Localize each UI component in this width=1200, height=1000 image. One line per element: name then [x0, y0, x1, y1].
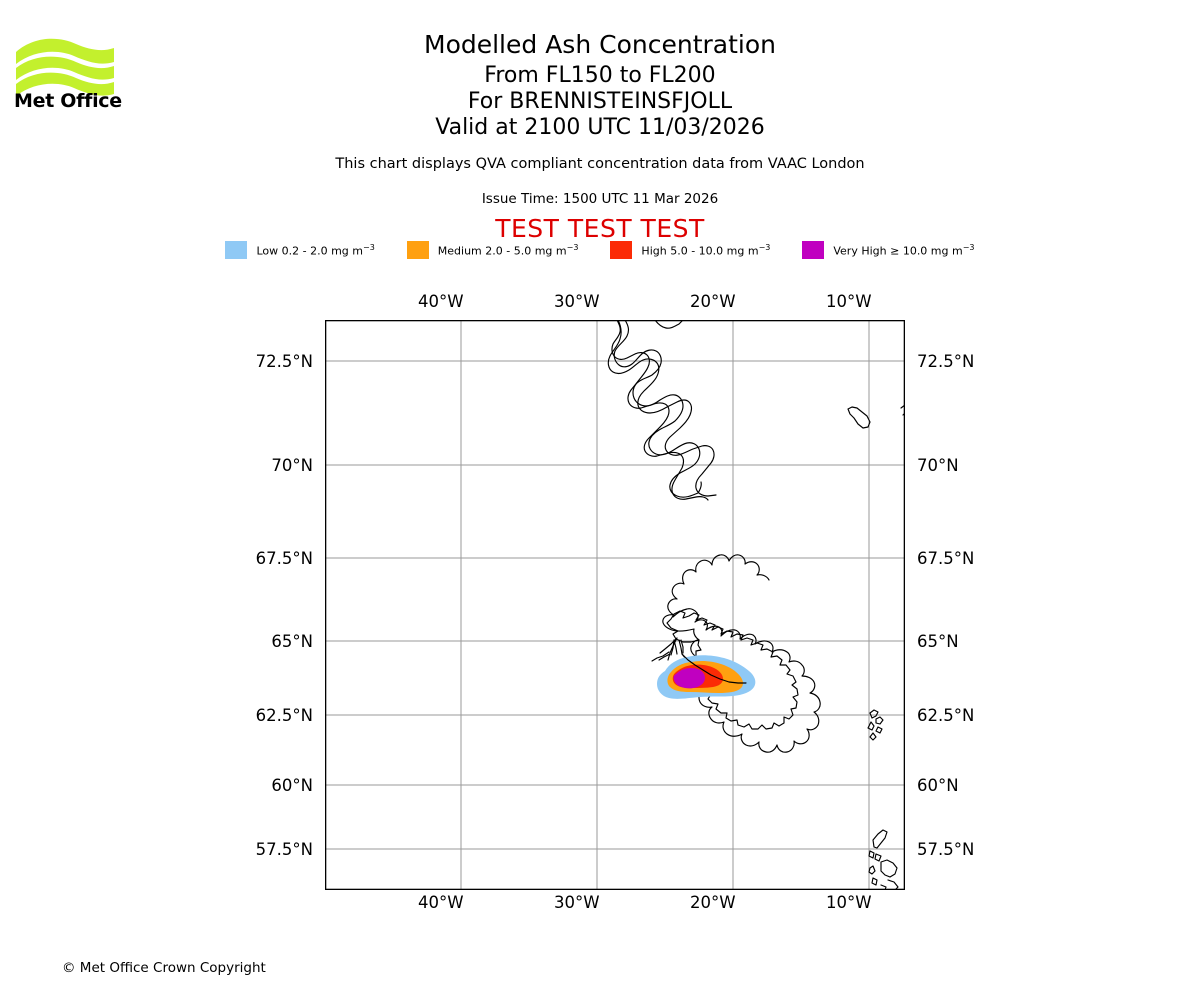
- flight-level-range: From FL150 to FL200: [484, 63, 716, 88]
- copyright-notice: © Met Office Crown Copyright: [62, 960, 266, 976]
- legend-label-low: Low 0.2 - 2.0 mg m−3: [256, 242, 375, 258]
- coastline-overlay: [658, 637, 747, 684]
- coastline-reykjanes-overlay: [658, 637, 747, 684]
- volcano-name: For BRENNISTEINSFJOLL: [467, 89, 733, 114]
- lon-tick-top-10w: 10°W: [826, 292, 872, 311]
- legend-label-medium: Medium 2.0 - 5.0 mg m−3: [437, 242, 579, 258]
- lon-tick-top-20w: 20°W: [690, 292, 736, 311]
- coastline-scotland: [868, 859, 899, 890]
- lon-tick-bottom-20w: 20°W: [690, 893, 736, 912]
- legend-item-very-high: Very High ≥ 10.0 mg m−3: [802, 241, 975, 259]
- legend-swatch-high: [610, 241, 633, 259]
- lat-tick-left-57-5n: 57.5°N: [255, 840, 313, 859]
- lat-tick-right-57-5n: 57.5°N: [917, 840, 975, 859]
- coastline-faroes: [867, 709, 884, 741]
- lat-tick-left-65n: 65°N: [271, 632, 313, 651]
- plume-contour-very-high: [673, 668, 705, 689]
- coastline-greenland-east: [613, 320, 702, 498]
- legend-item-high: High 5.0 - 10.0 mg m−3: [610, 241, 770, 259]
- lat-tick-right-62-5n: 62.5°N: [917, 706, 975, 725]
- lat-tick-left-60n: 60°N: [271, 776, 313, 795]
- lat-tick-left-62-5n: 62.5°N: [255, 706, 313, 725]
- legend-swatch-very-high: [802, 241, 825, 259]
- legend-swatch-low: [225, 241, 248, 259]
- coastlines: [325, 320, 905, 890]
- legend-label-high: High 5.0 - 10.0 mg m−3: [641, 242, 771, 258]
- ash-concentration-map[interactable]: [325, 320, 905, 890]
- lat-tick-left-72-5n: 72.5°N: [255, 352, 313, 371]
- lat-tick-left-70n: 70°N: [271, 456, 313, 475]
- legend-item-low: Low 0.2 - 2.0 mg m−3: [225, 241, 375, 259]
- legend-label-very-high: Very High ≥ 10.0 mg m−3: [833, 242, 975, 258]
- lat-tick-right-60n: 60°N: [917, 776, 959, 795]
- lat-tick-right-70n: 70°N: [917, 456, 959, 475]
- legend-swatch-medium: [406, 241, 429, 259]
- page-title: Modelled Ash Concentration: [424, 30, 776, 59]
- coastline-greenland: [325, 320, 701, 727]
- legend-item-medium: Medium 2.0 - 5.0 mg m−3: [406, 241, 579, 259]
- concentration-legend: Low 0.2 - 2.0 mg m−3 Medium 2.0 - 5.0 mg…: [0, 241, 1200, 259]
- ash-plume: [657, 655, 756, 699]
- met-office-wordmark: Met Office: [14, 90, 122, 112]
- lon-tick-bottom-10w: 10°W: [826, 893, 872, 912]
- coastline-greenland-main: [607, 320, 717, 497]
- map-gridlines: [325, 320, 905, 890]
- lon-tick-top-40w: 40°W: [418, 292, 464, 311]
- coastline-greenland-traced: [611, 320, 709, 501]
- lon-tick-top-30w: 30°W: [554, 292, 600, 311]
- issue-time: Issue Time: 1500 UTC 11 Mar 2026: [481, 191, 719, 207]
- lon-tick-bottom-40w: 40°W: [418, 893, 464, 912]
- qva-note: This chart displays QVA compliant concen…: [335, 156, 865, 172]
- coastline-iceland: [662, 554, 821, 753]
- met-office-logo: [16, 38, 114, 96]
- coastline-greenland-outline: [325, 320, 625, 780]
- map-frame: [325, 320, 905, 890]
- test-banner: TEST TEST TEST: [495, 214, 705, 243]
- lat-tick-right-72-5n: 72.5°N: [917, 352, 975, 371]
- lat-tick-right-65n: 65°N: [917, 632, 959, 651]
- coastline-shetland: [868, 829, 888, 862]
- coastline-reykjanes: [651, 637, 698, 665]
- coastline-jan-mayen: [847, 406, 871, 429]
- valid-time: Valid at 2100 UTC 11/03/2026: [435, 115, 765, 140]
- lat-tick-left-67-5n: 67.5°N: [255, 549, 313, 568]
- lat-tick-right-67-5n: 67.5°N: [917, 549, 975, 568]
- lon-tick-bottom-30w: 30°W: [554, 893, 600, 912]
